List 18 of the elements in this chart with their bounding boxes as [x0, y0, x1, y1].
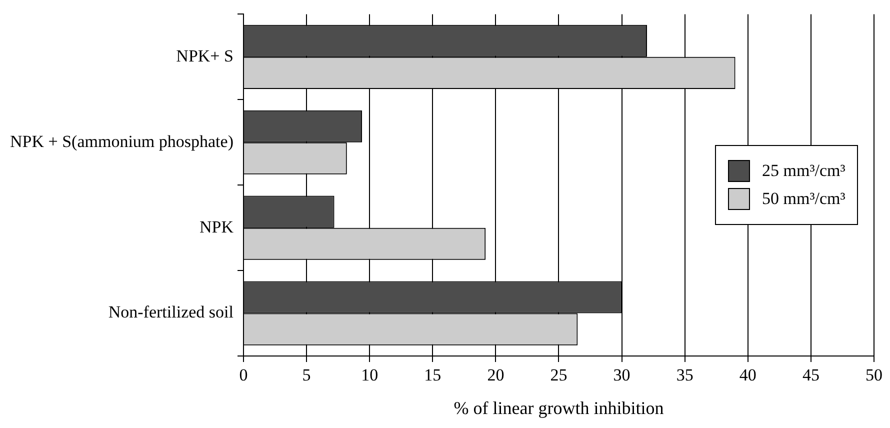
- x-tick-label: 10: [361, 366, 378, 385]
- x-tick-label: 20: [487, 366, 504, 385]
- x-tick-label: 40: [739, 366, 756, 385]
- x-tick-label: 45: [802, 366, 820, 385]
- y-tick-label: NPK + S(ammonium phosphate): [10, 132, 234, 151]
- x-tick-label: 25: [550, 366, 568, 385]
- y-tick-label: Non-fertilized soil: [108, 302, 234, 322]
- x-tick-label: 15: [424, 366, 442, 385]
- y-tick-label: NPK: [199, 217, 234, 236]
- x-tick-label: 50: [866, 366, 882, 385]
- x-tick-label: 0: [239, 366, 248, 385]
- x-tick-label: 30: [613, 366, 630, 385]
- legend-label: 50 mm³/cm³: [762, 189, 846, 210]
- legend-label: 25 mm³/cm³: [762, 161, 846, 182]
- x-tick-label: 35: [676, 366, 694, 385]
- y-tick-label: NPK+ S: [176, 46, 234, 66]
- x-axis-title: % of linear growth inhibition: [454, 398, 664, 418]
- x-tick-label: 5: [302, 366, 311, 385]
